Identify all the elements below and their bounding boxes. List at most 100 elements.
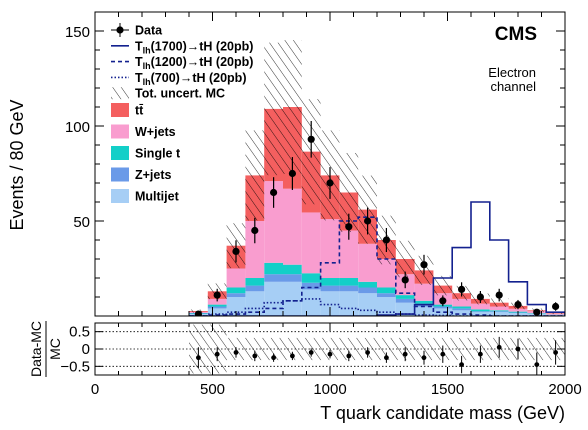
ratio-uncertainty-hatch-bin — [527, 337, 547, 361]
legend-signal-suffix: (1700)→tH (20pb) — [151, 39, 254, 53]
multijet-bar — [433, 308, 453, 316]
ratio-point — [402, 351, 408, 357]
x-tick-label: 0 — [91, 381, 99, 398]
uncertainty-hatch-bin — [395, 240, 415, 278]
legend-data-label: Data — [135, 24, 163, 38]
multijet-bar — [320, 291, 340, 316]
y-tick-label: 150 — [65, 24, 90, 41]
main-ticks: 50 100 150 — [65, 11, 566, 317]
data-point — [458, 285, 466, 293]
multijet-bar — [226, 297, 246, 316]
wjets-bar — [489, 306, 509, 311]
legend-singlet-label: Single t — [135, 147, 181, 161]
ratio-point — [290, 353, 295, 359]
multijet-bar — [489, 312, 509, 316]
data-point — [552, 302, 560, 311]
legend-signal-prefix: T — [135, 55, 143, 69]
data-point — [270, 188, 278, 197]
legend-signal-prefix: T — [135, 71, 143, 85]
legend-ttbar-label: tt̄ — [135, 103, 144, 117]
wjets-bar — [452, 298, 471, 307]
ratio-uncertainty-hatch-bin — [283, 337, 302, 361]
singlet-bar — [377, 287, 396, 294]
legend-uncertainty-swatch — [111, 87, 129, 100]
wjets-bar — [207, 298, 227, 305]
ratio-point — [459, 362, 464, 367]
ratio-content — [95, 324, 565, 375]
ratio-point — [496, 344, 502, 350]
legend-signal-label: Tlh(1700)→tH (20pb) — [135, 39, 253, 55]
data-point — [194, 310, 202, 316]
data-point — [495, 291, 503, 299]
legend-wjets-swatch — [111, 124, 129, 139]
legend-signal-subscript: lh — [143, 45, 151, 55]
legend-wjets-label: W+jets — [135, 125, 176, 139]
ratio-point — [308, 350, 314, 355]
uncertainty-hatch-bin — [264, 42, 283, 176]
ratio-ticks: 0.50−0.50 500 1000 1500 2000 — [60, 323, 582, 398]
ratio-point — [478, 351, 483, 357]
uncertainty-hatch-bin — [339, 152, 359, 233]
ratio-point — [421, 355, 427, 361]
ratio-point — [327, 351, 333, 357]
zjets-bar — [339, 285, 359, 292]
ratio-uncertainty-hatch-bin — [339, 337, 359, 361]
ratio-point — [440, 351, 446, 357]
legend-item-data: Data — [111, 23, 163, 38]
data-point — [345, 223, 353, 231]
zjets-bar — [226, 293, 246, 297]
data-point — [401, 276, 409, 284]
legend-ttbar-swatch — [111, 103, 129, 117]
data-point — [476, 293, 484, 301]
zjets-bar — [358, 287, 377, 294]
singlet-bar — [471, 309, 490, 312]
uncertainty-hatch-bin — [546, 312, 565, 315]
wjets-bar — [414, 283, 434, 301]
legend-signal-label: Tlh(1200)→tH (20pb) — [135, 55, 253, 71]
singlet-bar — [264, 262, 283, 275]
singlet-bar — [207, 304, 227, 307]
legend-multijet-label: Multijet — [135, 190, 180, 204]
data-point — [213, 291, 221, 299]
multijet-bar — [245, 291, 265, 316]
legend-item-ttbar: tt̄ — [111, 103, 144, 118]
x-tick-label: 1000 — [313, 381, 346, 398]
ratio-point — [534, 362, 540, 367]
x-axis-title: T quark candidate mass (GeV) — [320, 403, 565, 423]
ratio-point — [252, 353, 258, 359]
stack-wjets — [189, 181, 565, 315]
wjets-bar — [226, 268, 246, 288]
singlet-bar — [320, 278, 340, 286]
channel-label-line1: Electron — [488, 65, 536, 80]
legend-zjets-label: Z+jets — [135, 168, 172, 182]
y-axis-title: Events / 80 GeV — [7, 99, 27, 230]
wjets-bar — [283, 188, 302, 265]
ratio-point — [553, 350, 558, 355]
multijet-bar — [283, 281, 302, 316]
data-point — [288, 169, 296, 178]
data-points — [194, 120, 560, 316]
ratio-y-tick-label: 0.5 — [69, 324, 90, 341]
legend-signal-prefix: T — [135, 39, 143, 53]
wjets-bar — [508, 308, 528, 312]
multijet-bar — [301, 289, 321, 316]
uncertainty-hatch-bin — [489, 298, 509, 307]
ratio-y-tick-label: −0.5 — [60, 358, 90, 375]
data-point — [326, 179, 334, 187]
data-point — [439, 297, 447, 305]
legend-uncertainty-label: Tot. uncert. MC — [135, 87, 225, 101]
wjets-bar — [377, 259, 396, 288]
y-tick-label: 50 — [73, 214, 90, 231]
legend-signal-label: Tlh(700)→tH (20pb) — [135, 71, 246, 87]
ratio-point — [515, 346, 521, 352]
legend-item-signal-dotted: Tlh(700)→tH (20pb) — [111, 71, 246, 87]
cms-label: CMS — [495, 24, 537, 45]
zjets-bar — [433, 306, 453, 309]
wjets-bar — [471, 303, 490, 310]
signal-line-solid — [189, 201, 565, 316]
ratio-point — [196, 355, 201, 361]
multijet-bar — [207, 308, 227, 316]
